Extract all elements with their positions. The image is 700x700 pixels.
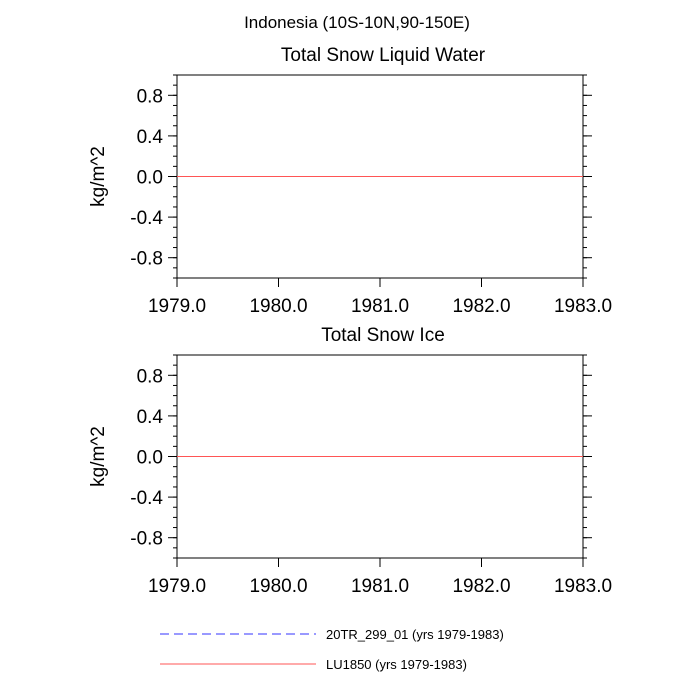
chart-panel-2: Total Snow Ice kg/m^2 0.8 0.4 0.0 -0.4 -0.8 197… (88, 325, 612, 597)
y-tick-label: -0.4 (130, 208, 163, 229)
y-tick-label: 0.0 (137, 168, 163, 189)
x-tick-label: 1983.0 (554, 296, 612, 317)
x-tick-label: 1981.0 (351, 296, 409, 317)
legend-label: LU1850 (yrs 1979-1983) (326, 657, 467, 672)
y-tick-label: -0.8 (130, 249, 163, 270)
x-tick-label: 1982.0 (452, 296, 510, 317)
y-tick-label: 0.4 (137, 407, 164, 428)
chart-panels: Total Snow Liquid Water kg/m^2 0.8 0.4 0.0 -0… (88, 45, 612, 597)
x-tick-label: 1983.0 (554, 576, 612, 597)
chart-legend: 20TR_299_01 (yrs 1979-1983) LU1850 (yrs 1… (160, 627, 504, 672)
y-tick-label: -0.4 (130, 488, 163, 509)
chart-panel-1: Total Snow Liquid Water kg/m^2 0.8 0.4 0.0 -0… (88, 45, 612, 317)
y-tick-label: 0.8 (137, 366, 163, 387)
y-tick-label: 0.4 (137, 127, 164, 148)
x-tick-label: 1981.0 (351, 576, 409, 597)
y-tick-label: 0.0 (137, 448, 163, 469)
y-tick-label: -0.8 (130, 529, 163, 550)
x-tick-label: 1980.0 (249, 296, 307, 317)
x-tick-label: 1982.0 (452, 576, 510, 597)
x-tick-label: 1980.0 (249, 576, 307, 597)
figure-title: Indonesia (10S-10N,90-150E) (244, 13, 470, 32)
y-tick-label: 0.8 (137, 86, 163, 107)
x-tick-label: 1979.0 (148, 296, 206, 317)
y-axis-label: kg/m^2 (88, 426, 109, 487)
chart-title: Total Snow Ice (321, 325, 445, 346)
y-axis-label: kg/m^2 (88, 146, 109, 207)
legend-label: 20TR_299_01 (yrs 1979-1983) (326, 627, 504, 642)
x-tick-label: 1979.0 (148, 576, 206, 597)
chart-title: Total Snow Liquid Water (281, 45, 486, 66)
